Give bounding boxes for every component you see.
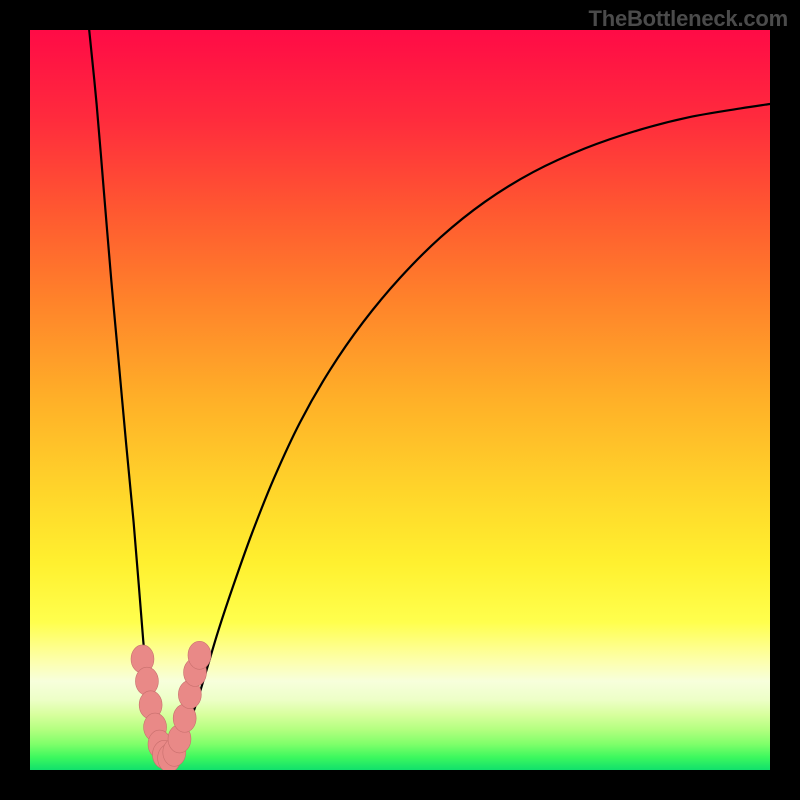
curve-marker xyxy=(135,667,158,695)
watermark-text: TheBottleneck.com xyxy=(588,6,788,32)
curve-marker xyxy=(188,641,211,669)
plot-area xyxy=(30,30,770,770)
bottleneck-chart xyxy=(30,30,770,770)
figure-frame: TheBottleneck.com xyxy=(0,0,800,800)
